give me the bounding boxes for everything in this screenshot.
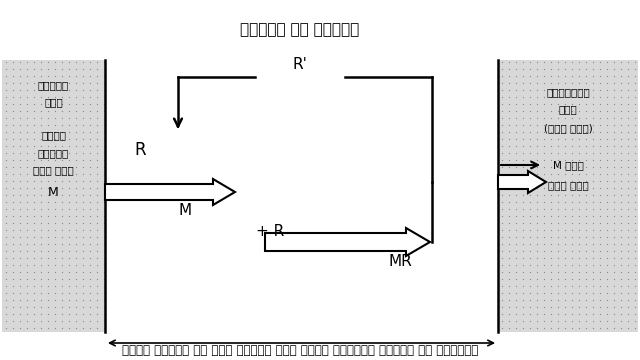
Text: सतह: सतह [559, 104, 577, 114]
Text: M आयन: M आयन [552, 160, 584, 170]
Text: R: R [134, 141, 146, 159]
Text: (जड़ कोश): (जड़ कोश) [543, 123, 593, 133]
Text: मृदा: मृदा [41, 130, 66, 140]
Text: में आयन: में आयन [33, 165, 74, 175]
Text: बाह्य: बाह्य [38, 80, 69, 90]
Text: मृदा विलयन से जड़ कोशों में पोषक तत्त्व आयनों का अभिगमन: मृदा विलयन से जड़ कोशों में पोषक तत्त्व … [122, 343, 478, 356]
Text: विलयन: विलयन [38, 148, 69, 158]
FancyArrow shape [105, 179, 235, 205]
Text: आन्तरिक: आन्तरिक [546, 87, 590, 97]
Text: R': R' [292, 57, 307, 72]
Text: MR: MR [388, 255, 412, 270]
Bar [2, 60, 105, 332]
Bar [105, 60, 498, 332]
Text: M: M [48, 185, 59, 198]
Text: श्वसन से ऊर्जा: श्वसन से ऊर्जा [241, 23, 360, 37]
FancyArrow shape [265, 228, 430, 256]
Text: सतह: सतह [44, 97, 63, 107]
Bar [498, 60, 638, 332]
Text: + R: + R [256, 225, 284, 239]
Text: M: M [179, 202, 191, 217]
FancyArrow shape [498, 171, 546, 193]
Text: जड़ में: जड़ में [548, 180, 588, 190]
